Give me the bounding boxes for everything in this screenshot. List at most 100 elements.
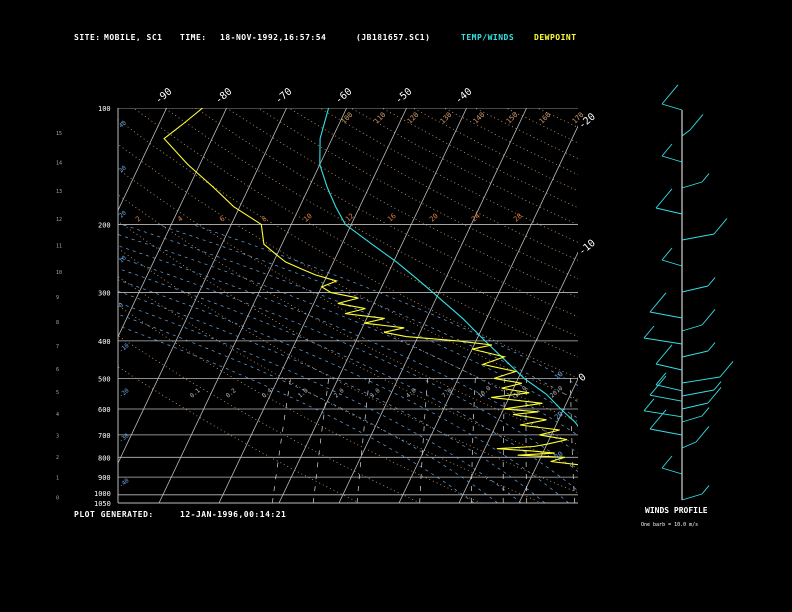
- small-mixing-label: 1.0: [297, 387, 310, 400]
- isotherm: [278, 108, 467, 503]
- wind-barb-shaft: [681, 324, 703, 332]
- wind-barb-shaft: [681, 376, 721, 384]
- pressure-tick-label: 500: [98, 375, 111, 383]
- left-side-label: -20: [118, 387, 131, 400]
- wind-barb-shaft: [681, 415, 703, 423]
- wind-barb-shaft: [655, 363, 683, 371]
- top-temp-label: -90: [153, 86, 174, 106]
- wind-barb-flag: [707, 387, 722, 404]
- mixing-ratio-label: 12: [344, 212, 356, 224]
- height-tick-label: 2: [56, 455, 59, 461]
- wind-barb-flag: [655, 344, 673, 365]
- isotherm: [0, 108, 47, 503]
- site-label: SITE:: [74, 33, 101, 42]
- dry-adiabat: [350, 108, 578, 226]
- height-tick-label: 0: [56, 496, 59, 502]
- wind-barb-flag: [701, 173, 710, 183]
- pressure-tick-label: 700: [98, 432, 111, 440]
- mixing-ratio-line: [570, 378, 575, 503]
- dry-adiabat-label: 150: [505, 111, 520, 126]
- dry-adiabat: [118, 335, 421, 503]
- mixing-ratio-label: 10: [302, 212, 314, 224]
- wind-barb-shaft: [681, 389, 715, 397]
- wind-barb-shaft: [649, 311, 683, 319]
- dry-adiabat-label: 100: [340, 111, 355, 126]
- dry-adiabat: [118, 168, 578, 423]
- wind-barb-flag: [701, 485, 710, 495]
- pressure-tick-label: 900: [98, 474, 111, 482]
- moist-adiabat-label: 10: [553, 370, 565, 382]
- small-mixing-label: 0.1: [189, 387, 202, 400]
- isotherm: [118, 108, 287, 464]
- dry-adiabat: [118, 305, 482, 503]
- wind-barb-flag: [661, 455, 673, 469]
- dry-adiabat-label: 160: [538, 111, 553, 126]
- mixing-ratio-label: 24: [470, 212, 482, 224]
- winds-profile-title: WINDS PROFILE: [645, 506, 708, 515]
- moist-adiabat: [156, 224, 578, 403]
- file-id: (JB181657.SC1): [356, 33, 431, 42]
- wind-barb-flag: [655, 188, 673, 209]
- mixing-ratio-label: 4: [176, 215, 184, 224]
- wind-barb-shaft: [681, 129, 691, 137]
- dry-adiabat: [319, 108, 578, 243]
- wind-barb-flag: [649, 292, 667, 313]
- plot-generated-label: PLOT GENERATED:: [74, 510, 154, 519]
- moist-adiabat: [118, 313, 498, 503]
- wind-barb-flag: [701, 309, 716, 326]
- plot-generated-value: 12-JAN-1996,00:14:21: [180, 510, 287, 519]
- height-tick-label: 13: [56, 189, 62, 195]
- wind-barb-shaft: [649, 428, 683, 436]
- wind-barb-flag: [695, 426, 710, 443]
- wind-barb-shaft: [681, 285, 709, 293]
- small-mixing-label: 0.2: [225, 387, 238, 400]
- small-mixing-label: 10.0: [477, 385, 493, 400]
- mixing-ratio-line: [635, 378, 645, 503]
- wind-barb-shaft: [661, 155, 683, 163]
- legend-temp: TEMP/WINDS: [461, 33, 515, 42]
- wind-barb-flag: [707, 277, 716, 287]
- moist-adiabat: [118, 268, 578, 492]
- moist-adiabat: [118, 290, 546, 503]
- height-tick-label: 15: [56, 131, 62, 137]
- wind-barb-flag: [661, 247, 673, 261]
- time-value: 18-NOV-1992,16:57:54: [220, 33, 327, 42]
- height-tick-label: 14: [56, 160, 62, 166]
- dry-adiabat: [118, 143, 578, 401]
- wind-barb-shaft: [681, 350, 709, 358]
- wind-barb-flag: [661, 84, 679, 105]
- dry-adiabat: [288, 108, 578, 261]
- isotherm: [218, 108, 407, 503]
- mixing-ratio-line: [525, 378, 528, 503]
- moist-adiabat: [118, 325, 475, 503]
- mixing-ratio-label: 20: [428, 212, 440, 224]
- wind-barb-shaft: [681, 402, 709, 410]
- wind-barb-flag: [643, 325, 655, 339]
- small-mixing-label: 4.0: [405, 387, 418, 400]
- wind-barb-shaft: [643, 410, 683, 418]
- moist-adiabat: [118, 302, 522, 503]
- isotherm: [579, 108, 767, 503]
- wind-barb-flag: [713, 381, 722, 391]
- mixing-ratio-line: [312, 378, 330, 503]
- wind-barb-shaft: [681, 493, 703, 501]
- top-temp-label: -80: [213, 86, 234, 106]
- mixing-ratio-line: [419, 378, 428, 503]
- wind-barb-shaft: [649, 394, 683, 402]
- left-side-label: -30: [118, 432, 131, 445]
- wind-barb-shaft: [661, 103, 683, 111]
- left-side-label: -10: [118, 342, 131, 355]
- dry-adiabat: [412, 108, 578, 192]
- wind-barb-flag: [649, 409, 667, 430]
- pressure-tick-label: 800: [98, 454, 111, 462]
- wind-barb-flag: [689, 114, 704, 131]
- pressure-tick-label: 1000: [94, 490, 111, 498]
- height-tick-label: 11: [56, 244, 62, 250]
- moist-adiabat-label: 20: [553, 410, 565, 422]
- height-tick-label: 10: [56, 270, 62, 276]
- left-side-label: 40: [118, 119, 128, 129]
- isotherm: [338, 108, 527, 503]
- pressure-tick-label: 100: [98, 105, 111, 113]
- dry-adiabat-label: 140: [472, 111, 487, 126]
